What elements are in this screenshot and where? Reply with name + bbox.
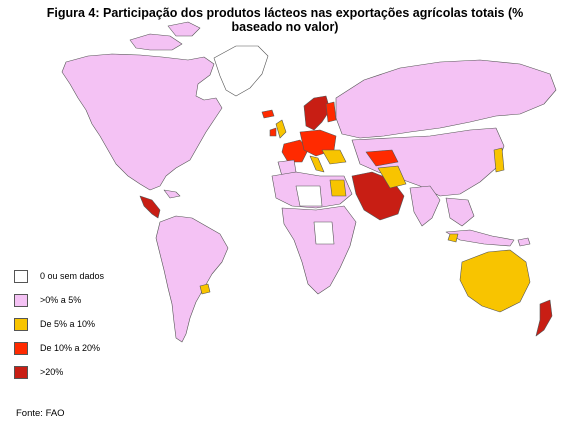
- region-new-zealand: [535, 299, 553, 337]
- region-caribbean: [163, 189, 181, 199]
- region-greenland: [213, 45, 269, 97]
- legend-label: >0% a 5%: [40, 295, 82, 305]
- region-scandinavia: [303, 95, 331, 131]
- source-text: Fonte: FAO: [16, 408, 65, 419]
- region-uk: [275, 119, 287, 139]
- map-title-line-1: Figura 4: Participação dos produtos láct…: [46, 6, 524, 20]
- legend-label: De 10% a 20%: [40, 343, 101, 353]
- legend-swatch: [14, 318, 28, 331]
- region-south-america: [155, 215, 229, 343]
- region-se-asia: [445, 197, 475, 227]
- region-balkans: [321, 149, 347, 165]
- region-italy: [309, 155, 325, 173]
- region-egypt: [329, 179, 347, 197]
- region-india: [409, 185, 441, 227]
- region-africa-white: [313, 221, 335, 245]
- region-indonesia: [445, 229, 515, 247]
- region-central-america: [139, 195, 161, 219]
- region-iran: [377, 165, 407, 189]
- region-indonesia-orange: [447, 233, 459, 243]
- legend-swatch: [14, 270, 28, 283]
- region-japan: [493, 147, 505, 173]
- region-central-africa: [281, 205, 357, 295]
- region-arctic-islands: [129, 33, 183, 51]
- map-title: Figura 4: Participação dos produtos láct…: [40, 6, 530, 34]
- map-title-line-2: baseado no valor): [231, 20, 339, 34]
- region-france: [281, 139, 309, 163]
- region-sahara-white: [295, 185, 323, 207]
- legend-swatch: [14, 294, 28, 307]
- legend-label: >20%: [40, 367, 64, 377]
- region-australia: [459, 249, 531, 313]
- region-arctic-islands-2: [167, 21, 201, 37]
- legend-label: De 5% a 10%: [40, 319, 96, 329]
- region-iceland: [261, 109, 275, 119]
- region-finland: [325, 101, 337, 123]
- region-turkey: [365, 149, 399, 167]
- region-north-america: [61, 53, 223, 191]
- legend-swatch: [14, 366, 28, 379]
- region-pacific-islands: [517, 237, 531, 247]
- region-russia: [335, 59, 557, 139]
- legend-label: 0 ou sem dados: [40, 271, 105, 281]
- region-ireland: [269, 127, 277, 137]
- region-uruguay: [199, 283, 211, 295]
- legend-swatch: [14, 342, 28, 355]
